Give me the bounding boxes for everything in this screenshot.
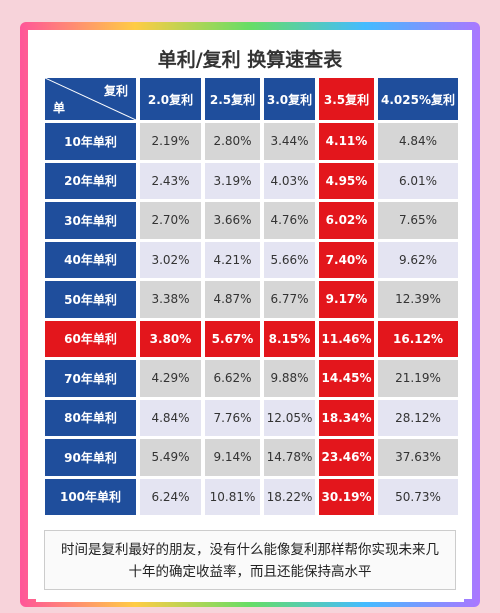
value-cell: 4.84%: [140, 399, 201, 436]
value-cell: 6.62%: [205, 360, 260, 397]
value-cell: 9.17%: [319, 281, 374, 318]
value-cell: 16.12%: [378, 320, 458, 357]
row-label: 20年单利: [45, 162, 136, 199]
value-cell: 6.02%: [319, 202, 374, 239]
value-cell: 3.66%: [205, 202, 260, 239]
value-cell: 4.84%: [378, 123, 458, 160]
value-cell: 6.77%: [264, 281, 315, 318]
value-cell: 18.34%: [319, 399, 374, 436]
value-cell: 7.65%: [378, 202, 458, 239]
value-cell: 5.49%: [140, 439, 201, 476]
diagonal: [45, 78, 136, 120]
value-cell: 4.76%: [264, 202, 315, 239]
value-cell: 9.14%: [205, 439, 260, 476]
row-label: 40年单利: [45, 241, 136, 278]
value-cell: 8.15%: [264, 320, 315, 357]
value-cell: 2.19%: [140, 123, 201, 160]
column-header: 2.0复利: [140, 78, 201, 120]
value-cell: 11.46%: [319, 320, 374, 357]
column-header: 3.0复利: [264, 78, 315, 120]
row-label: 80年单利: [45, 399, 136, 436]
row-label: 50年单利: [45, 281, 136, 318]
value-cell: 4.21%: [205, 241, 260, 278]
value-cell: 9.62%: [378, 241, 458, 278]
row-label: 100年单利: [45, 478, 136, 515]
row-label: 90年单利: [45, 439, 136, 476]
row-label: 30年单利: [45, 202, 136, 239]
value-cell: 14.45%: [319, 360, 374, 397]
value-cell: 3.38%: [140, 281, 201, 318]
corner-top: 复利: [103, 84, 128, 98]
value-cell: 3.02%: [140, 241, 201, 278]
footer-line: 十年的确定收益率，而且还能保持高水平: [128, 564, 372, 580]
value-cell: 4.11%: [319, 123, 374, 160]
value-cell: 18.22%: [264, 478, 315, 515]
value-cell: 5.66%: [264, 241, 315, 278]
footer: 时间是复利最好的朋友，没有什么能像复利那样帮你实现未来几 十年的确定收益率，而且…: [44, 530, 456, 590]
footer-line: 时间是复利最好的朋友，没有什么能像复利那样帮你实现未来几: [61, 542, 439, 558]
value-cell: 23.46%: [319, 439, 374, 476]
value-cell: 6.01%: [378, 162, 458, 199]
value-cell: 14.78%: [264, 439, 315, 476]
value-cell: 30.19%: [319, 478, 374, 515]
value-cell: 21.19%: [378, 360, 458, 397]
value-cell: 12.05%: [264, 399, 315, 436]
value-cell: 28.12%: [378, 399, 458, 436]
value-cell: 2.43%: [140, 162, 201, 199]
value-cell: 5.67%: [205, 320, 260, 357]
value-cell: 50.73%: [378, 478, 458, 515]
row-label: 60年单利: [45, 320, 136, 357]
corner-bottom: 单: [53, 101, 66, 115]
column-header: 4.025%复利: [378, 78, 458, 120]
column-header: 2.5复利: [205, 78, 260, 120]
value-cell: 10.81%: [205, 478, 260, 515]
value-cell: 9.88%: [264, 360, 315, 397]
row-label: 70年单利: [45, 360, 136, 397]
title: 单利/复利 换算速查表: [157, 49, 343, 71]
value-cell: 3.44%: [264, 123, 315, 160]
column-header: 3.5复利: [319, 78, 374, 120]
value-cell: 2.70%: [140, 202, 201, 239]
row-label: 10年单利: [45, 123, 136, 160]
value-cell: 4.87%: [205, 281, 260, 318]
value-cell: 4.03%: [264, 162, 315, 199]
value-cell: 4.29%: [140, 360, 201, 397]
value-cell: 7.40%: [319, 241, 374, 278]
value-cell: 2.80%: [205, 123, 260, 160]
value-cell: 12.39%: [378, 281, 458, 318]
value-cell: 7.76%: [205, 399, 260, 436]
value-cell: 3.80%: [140, 320, 201, 357]
value-cell: 4.95%: [319, 162, 374, 199]
corner-cell: 复利单: [45, 78, 136, 120]
value-cell: 3.19%: [205, 162, 260, 199]
value-cell: 37.63%: [378, 439, 458, 476]
value-cell: 6.24%: [140, 478, 201, 515]
